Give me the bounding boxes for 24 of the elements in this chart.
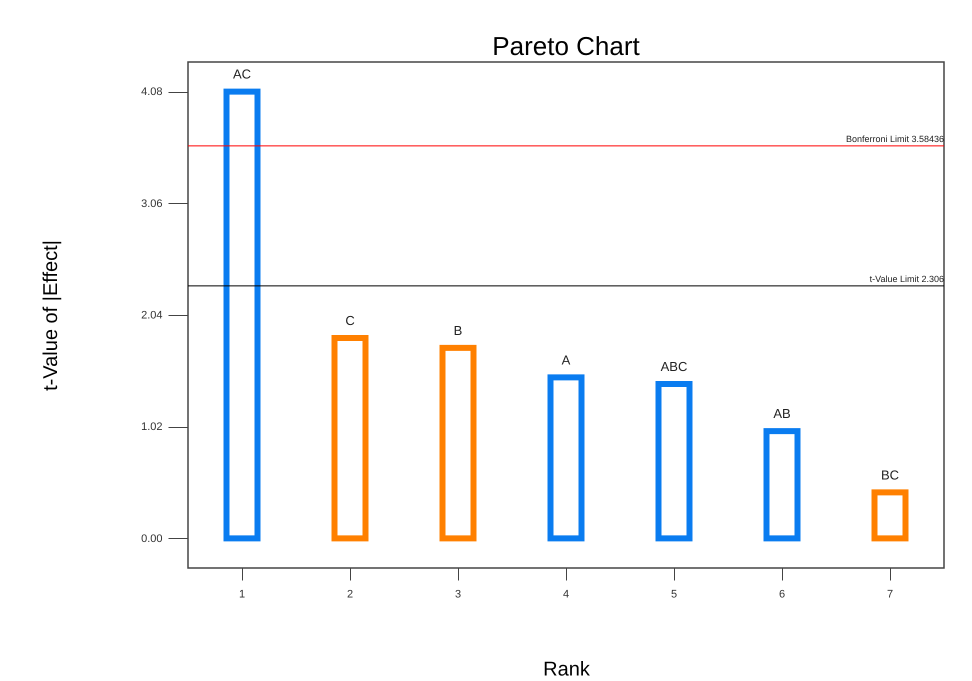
annotation: ABC (660, 359, 688, 374)
annotation: A (562, 352, 571, 368)
annotation: B (454, 322, 462, 338)
annotation: C (345, 313, 355, 328)
annotation: AB (773, 406, 791, 422)
annotation: AC (232, 66, 252, 82)
y-tick-label: 0.00 (141, 532, 162, 545)
x-tick-label: 1 (238, 588, 246, 600)
y-tick-label: 3.06 (141, 198, 162, 210)
x-tick-label: 6 (778, 588, 786, 600)
x-axis-title: Rank (543, 658, 591, 680)
chart-title: Pareto Chart (492, 31, 640, 61)
x-tick-label: 4 (562, 588, 570, 600)
annotation: BC (880, 467, 900, 482)
x-tick-label: 5 (670, 588, 678, 600)
x-tick-label: 3 (454, 588, 462, 600)
y-tick-label: 4.08 (141, 86, 162, 98)
y-tick-label: 2.04 (141, 310, 162, 322)
x-tick-label: 7 (886, 588, 894, 600)
ref-line-label: Bonferroni Limit 3.58436 (846, 134, 944, 144)
y-tick-label: 1.02 (141, 421, 162, 434)
x-tick-label: 2 (346, 588, 354, 600)
y-axis-title: t-Value of |Effect| (40, 240, 62, 391)
ref-line-label: t-Value Limit 2.306 (870, 274, 944, 284)
